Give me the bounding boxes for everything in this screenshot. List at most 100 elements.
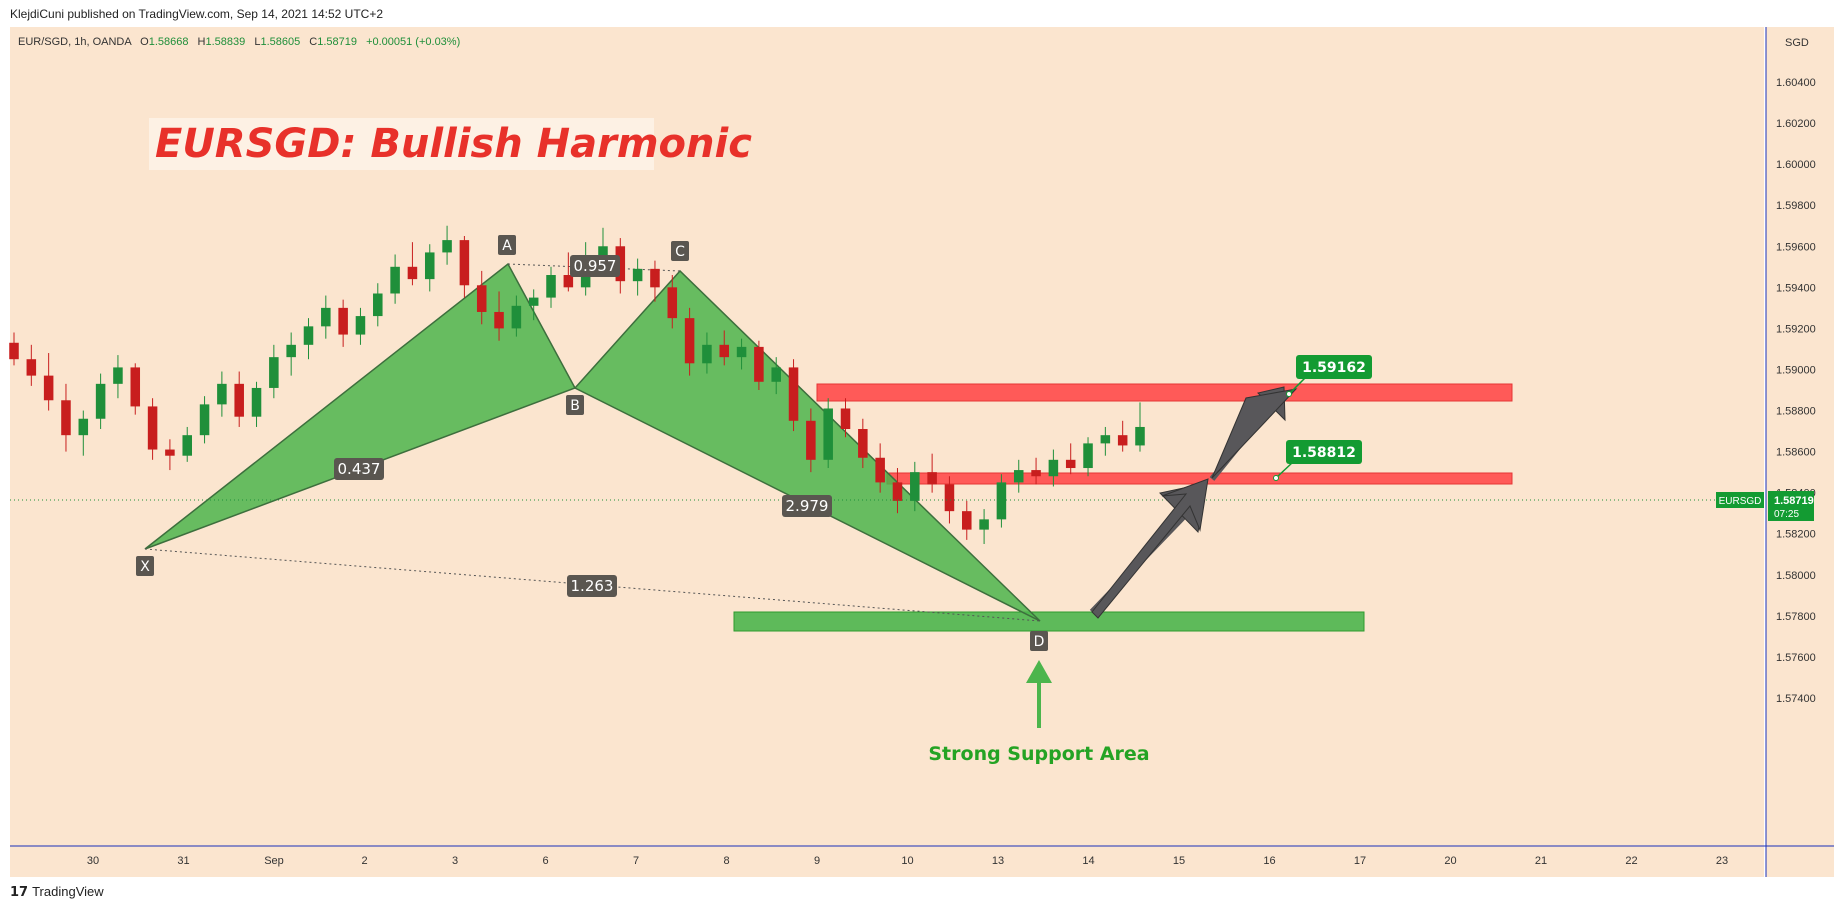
point-c-label: C	[671, 241, 689, 261]
candle	[823, 398, 833, 469]
tradingview-logo-mark: 17	[10, 885, 29, 900]
candle	[424, 244, 435, 292]
last-price-badge: 1.58719 07:25	[1768, 491, 1814, 521]
candle	[736, 338, 747, 370]
support-arrow-icon	[1026, 660, 1052, 728]
legend-open: 1.58668	[149, 36, 189, 48]
time-tick-label: 2	[361, 855, 367, 867]
tradingview-logo[interactable]: 17 TradingView	[10, 884, 104, 900]
legend-change: +0.00051 (+0.03%)	[366, 36, 460, 48]
time-tick-label: 3	[452, 855, 458, 867]
candle	[1117, 420, 1128, 452]
candle	[43, 353, 54, 411]
time-tick-label: 9	[814, 855, 820, 867]
candle	[754, 340, 764, 390]
time-tick-label: 16	[1263, 855, 1275, 867]
time-tick-label: 30	[87, 855, 99, 867]
candle	[355, 307, 366, 345]
candle	[407, 242, 418, 286]
candle	[286, 332, 296, 376]
symbol-badge: EURSGD	[1716, 492, 1764, 508]
candle	[927, 453, 937, 493]
candle	[199, 396, 210, 444]
point-a-label: A	[498, 235, 516, 255]
time-tick-label: 15	[1173, 855, 1185, 867]
time-tick-label: 14	[1082, 855, 1094, 867]
price-tick-label: 1.60000	[1776, 159, 1816, 171]
candle	[130, 363, 141, 415]
time-tick-label: Sep	[264, 855, 284, 867]
candle	[996, 474, 1007, 528]
support-annotation: Strong Support Area	[928, 743, 1149, 765]
time-tick-label: 20	[1444, 855, 1456, 867]
candle	[910, 461, 920, 512]
svg-text:X: X	[140, 559, 150, 575]
svg-text:1.58719: 1.58719	[1774, 495, 1814, 507]
footer-bar	[0, 877, 1834, 910]
price-tick-label: 1.59000	[1776, 364, 1816, 376]
target-upper: 1.59162	[1286, 355, 1372, 397]
ratio-label-bd: 2.979	[782, 495, 832, 517]
candle	[632, 258, 643, 296]
candle	[182, 426, 192, 462]
time-tick-label: 6	[542, 855, 548, 867]
resistance-zone-upper[interactable]	[816, 383, 1513, 402]
candle	[234, 371, 244, 427]
price-tick-label: 1.59200	[1776, 323, 1816, 335]
time-tick-label: 13	[992, 855, 1004, 867]
svg-text:2.979: 2.979	[786, 497, 829, 515]
candle	[269, 344, 279, 399]
svg-text:1.58812: 1.58812	[1292, 445, 1356, 461]
tradingview-logo-text: TradingView	[32, 884, 104, 899]
projection-arrow-main[interactable]	[1091, 478, 1209, 619]
svg-text:0.957: 0.957	[574, 257, 617, 275]
candle	[95, 373, 106, 430]
svg-text:EURSGD: EURSGD	[1719, 496, 1762, 507]
point-x-label: X	[136, 556, 154, 576]
candle	[684, 307, 695, 376]
point-d-label: D	[1030, 631, 1048, 651]
time-tick-label: 8	[723, 855, 729, 867]
price-tick-label: 1.58000	[1776, 570, 1816, 582]
candle	[303, 318, 314, 360]
time-tick-label: 7	[633, 855, 639, 867]
svg-text:0.437: 0.437	[338, 460, 381, 478]
svg-text:07:25: 07:25	[1774, 509, 1799, 520]
svg-text:A: A	[502, 238, 512, 254]
price-tick-label: 1.59800	[1776, 200, 1816, 212]
svg-text:C: C	[675, 244, 685, 260]
legend-high-label: H	[198, 36, 206, 48]
legend-symbol: EUR/SGD, 1h, OANDA	[18, 36, 132, 48]
candle	[9, 332, 19, 366]
candle	[979, 509, 989, 544]
time-tick-label: 17	[1354, 855, 1366, 867]
projection-arrow-second-leg[interactable]	[1209, 386, 1298, 481]
legend-low: 1.58605	[260, 36, 300, 48]
price-tick-label: 1.57800	[1776, 611, 1816, 623]
candle	[650, 260, 660, 302]
candle	[962, 500, 972, 540]
svg-text:D: D	[1034, 634, 1045, 650]
candle	[113, 355, 123, 399]
price-tick-label: 1.59400	[1776, 282, 1816, 294]
candle	[217, 371, 227, 417]
candles-group	[9, 225, 1145, 544]
legend-high: 1.58839	[206, 36, 246, 48]
price-axis-background	[1766, 27, 1834, 877]
candle	[147, 398, 158, 460]
candle	[494, 291, 504, 341]
price-tick-label: 1.60200	[1776, 118, 1816, 130]
candle	[442, 225, 452, 265]
candle	[528, 289, 539, 321]
target-lower: 1.58812	[1273, 440, 1362, 481]
price-tick-label: 1.60400	[1776, 77, 1816, 89]
candle	[338, 299, 348, 347]
candle	[61, 383, 71, 452]
candle	[251, 381, 262, 427]
support-zone[interactable]	[733, 611, 1365, 632]
price-tick-label: 1.57600	[1776, 652, 1816, 664]
publish-header: KlejdiCuni published on TradingView.com,…	[0, 0, 1834, 27]
candle	[165, 439, 175, 471]
candle	[511, 295, 522, 337]
